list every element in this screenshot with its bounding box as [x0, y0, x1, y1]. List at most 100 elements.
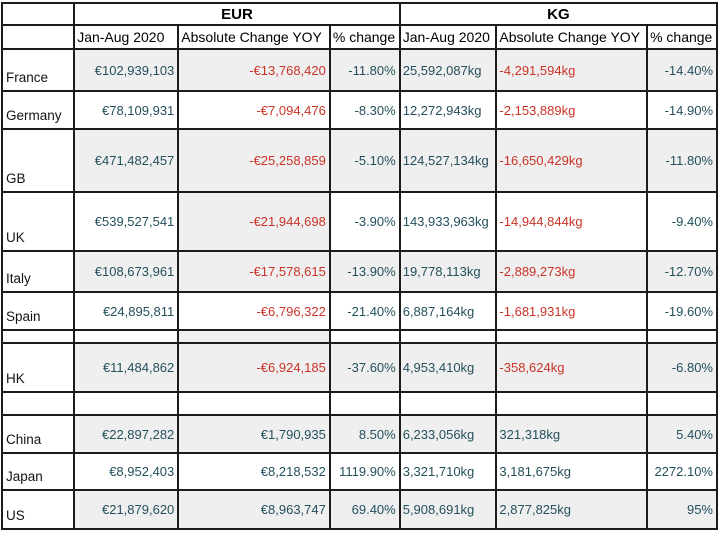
cell-eur-change: -€6,924,185	[177, 342, 331, 393]
row-label: Spain	[0, 291, 76, 331]
cell-kg-pct: -19.60%	[646, 291, 718, 331]
cell-kg-pct	[646, 329, 718, 344]
cell-eur-janaug: €21,879,620	[73, 489, 180, 530]
cell-kg-change: -358,624kg	[495, 342, 649, 393]
cell-kg-janaug: 143,933,963kg	[398, 191, 498, 252]
cell-eur-pct	[328, 329, 401, 344]
cell-kg-change: -14,944,844kg	[495, 191, 649, 252]
cell-kg-change: 2,877,825kg	[495, 489, 649, 530]
cell-eur-change: -€25,258,859	[177, 128, 331, 193]
row-label: France	[0, 48, 76, 92]
col-header-eur-janaug: Jan-Aug 2020	[73, 24, 180, 50]
row-label: Italy	[0, 250, 76, 293]
cell-eur-change: €8,218,532	[177, 452, 331, 491]
cell-eur-change: €1,790,935	[177, 414, 331, 454]
col-header-eur-change: Absolute Change YOY	[177, 24, 331, 50]
table-row-japan: Japan €8,952,403 €8,218,532 1119.90% 3,3…	[0, 452, 718, 491]
cell-kg-janaug: 6,233,056kg	[398, 414, 498, 454]
cell-eur-pct: 1119.90%	[328, 452, 401, 491]
cell-eur-pct: 8.50%	[328, 414, 401, 454]
cell-eur-pct: -8.30%	[328, 90, 401, 130]
row-label	[0, 329, 76, 344]
cell-kg-janaug: 25,592,087kg	[398, 48, 498, 92]
cell-kg-change: -1,681,931kg	[495, 291, 649, 331]
cell-eur-janaug	[73, 329, 180, 344]
table-row-us: US €21,879,620 €8,963,747 69.40% 5,908,6…	[0, 489, 718, 530]
table-row-china: China €22,897,282 €1,790,935 8.50% 6,233…	[0, 414, 718, 454]
cell-eur-pct	[328, 391, 401, 416]
cell-eur-janaug: €102,939,103	[73, 48, 180, 92]
cell-kg-change: -2,153,889kg	[495, 90, 649, 130]
cell-eur-janaug	[73, 391, 180, 416]
cell-kg-pct: 95%	[646, 489, 718, 530]
cell-kg-pct	[646, 391, 718, 416]
cell-kg-pct: -14.90%	[646, 90, 718, 130]
cell-kg-change: -2,889,273kg	[495, 250, 649, 293]
cell-eur-change	[177, 329, 331, 344]
table-row-gb: GB €471,482,457 -€25,258,859 -5.10% 124,…	[0, 128, 718, 193]
cell-eur-janaug: €22,897,282	[73, 414, 180, 454]
row-label	[0, 391, 76, 416]
cell-eur-pct: -3.90%	[328, 191, 401, 252]
table-row-germany: Germany €78,109,931 -€7,094,476 -8.30% 1…	[0, 90, 718, 130]
row-label: Japan	[0, 452, 76, 491]
cell-kg-pct: -9.40%	[646, 191, 718, 252]
cell-kg-pct: -6.80%	[646, 342, 718, 393]
group-header-eur: EUR	[73, 2, 401, 26]
cell-eur-janaug: €11,484,862	[73, 342, 180, 393]
table-row-empty-2	[0, 391, 718, 416]
group-header-row: EUR KG	[0, 2, 718, 26]
cell-eur-pct: -5.10%	[328, 128, 401, 193]
row-label: US	[0, 489, 76, 530]
cell-eur-pct: -21.40%	[328, 291, 401, 331]
cell-kg-change	[495, 391, 649, 416]
table-row-spain: Spain €24,895,811 -€6,796,322 -21.40% 6,…	[0, 291, 718, 331]
cell-kg-janaug: 12,272,943kg	[398, 90, 498, 130]
currency-weight-comparison-table: EUR KG Jan-Aug 2020 Absolute Change YOY …	[0, 2, 718, 530]
group-header-kg: KG	[398, 2, 718, 26]
row-label: GB	[0, 128, 76, 193]
cell-eur-janaug: €78,109,931	[73, 90, 180, 130]
cell-kg-janaug: 6,887,164kg	[398, 291, 498, 331]
cell-kg-janaug: 4,953,410kg	[398, 342, 498, 393]
cell-kg-janaug	[398, 391, 498, 416]
cell-kg-janaug: 3,321,710kg	[398, 452, 498, 491]
cell-kg-pct: -14.40%	[646, 48, 718, 92]
cell-eur-change: -€13,768,420	[177, 48, 331, 92]
cell-eur-change: -€7,094,476	[177, 90, 331, 130]
row-label: UK	[0, 191, 76, 252]
row-label: HK	[0, 342, 76, 393]
table-row-italy: Italy €108,673,961 -€17,578,615 -13.90% …	[0, 250, 718, 293]
cell-eur-change	[177, 391, 331, 416]
cell-eur-janaug: €8,952,403	[73, 452, 180, 491]
cell-kg-change: 321,318kg	[495, 414, 649, 454]
cell-kg-change: 3,181,675kg	[495, 452, 649, 491]
cell-eur-janaug: €24,895,811	[73, 291, 180, 331]
cell-eur-janaug: €108,673,961	[73, 250, 180, 293]
row-label: China	[0, 414, 76, 454]
cell-eur-pct: 69.40%	[328, 489, 401, 530]
row-label: Germany	[0, 90, 76, 130]
cell-kg-change: -4,291,594kg	[495, 48, 649, 92]
cell-kg-pct: 2272.10%	[646, 452, 718, 491]
corner-cell	[0, 2, 76, 26]
cell-eur-change: -€21,944,698	[177, 191, 331, 252]
col-header-kg-change: Absolute Change YOY	[495, 24, 649, 50]
cell-kg-janaug: 124,527,134kg	[398, 128, 498, 193]
cell-kg-pct: -12.70%	[646, 250, 718, 293]
cell-eur-pct: -11.80%	[328, 48, 401, 92]
col-header-kg-janaug: Jan-Aug 2020	[398, 24, 498, 50]
cell-eur-pct: -37.60%	[328, 342, 401, 393]
cell-kg-janaug	[398, 329, 498, 344]
cell-kg-janaug: 19,778,113kg	[398, 250, 498, 293]
cell-kg-janaug: 5,908,691kg	[398, 489, 498, 530]
cell-kg-change: -16,650,429kg	[495, 128, 649, 193]
cell-eur-pct: -13.90%	[328, 250, 401, 293]
table-row-france: France €102,939,103 -€13,768,420 -11.80%…	[0, 48, 718, 92]
cell-eur-change: €8,963,747	[177, 489, 331, 530]
col-header-eur-pct: % change	[328, 24, 401, 50]
cell-eur-janaug: €539,527,541	[73, 191, 180, 252]
corner-cell	[0, 24, 76, 50]
cell-eur-change: -€6,796,322	[177, 291, 331, 331]
table-row-empty-1	[0, 329, 718, 344]
